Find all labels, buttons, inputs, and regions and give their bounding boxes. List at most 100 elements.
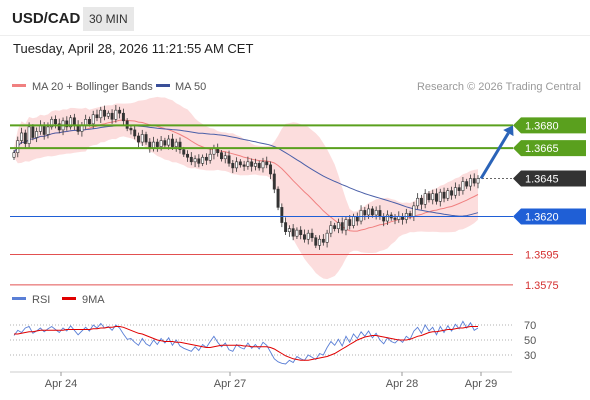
candle — [253, 158, 257, 171]
candle — [423, 189, 427, 209]
candle-body — [238, 161, 242, 166]
candle-body — [50, 119, 54, 128]
candle-body — [114, 109, 118, 120]
level-value: 1.3575 — [525, 280, 559, 292]
candle-body — [246, 161, 250, 167]
candle-body — [220, 152, 223, 160]
candle-body — [453, 187, 457, 196]
candle-body — [370, 208, 374, 216]
price-levels: 1.3680 1.3665 1.3645 1.3620 1.3595 1.3575 — [10, 117, 586, 292]
candle-body — [359, 210, 363, 222]
level-tag — [513, 208, 586, 225]
ma20-line — [13, 119, 479, 232]
candle — [114, 105, 118, 123]
level-value: 1.3645 — [525, 174, 559, 186]
candle — [427, 190, 431, 203]
candle — [450, 186, 454, 200]
candle — [302, 229, 306, 243]
candle — [204, 153, 208, 165]
candle-body — [20, 132, 24, 141]
candle — [231, 159, 235, 174]
candle — [461, 177, 465, 195]
candle-body — [321, 238, 325, 243]
candle — [27, 122, 31, 148]
rsi-line — [13, 320, 479, 365]
candle-body — [450, 190, 454, 196]
candle — [155, 138, 159, 152]
candle-body — [57, 123, 61, 131]
candle — [250, 158, 254, 172]
candle — [99, 106, 103, 123]
candle — [178, 137, 182, 154]
candle — [16, 136, 20, 158]
ma50-legend-label: MA 50 — [175, 81, 206, 93]
candle — [118, 106, 122, 119]
rsi-tick-label: 70 — [524, 320, 536, 332]
candle-body — [367, 208, 371, 216]
candle — [31, 124, 35, 141]
candle — [321, 234, 325, 246]
candle — [438, 188, 442, 207]
candle-body — [276, 188, 280, 208]
candle-body — [140, 134, 144, 143]
candle-body — [197, 158, 201, 164]
rsi-legend-swatch — [12, 297, 26, 300]
candle — [363, 207, 367, 221]
candle-body — [419, 197, 423, 205]
candle-body — [261, 161, 265, 169]
forecast-arrow-head — [503, 125, 514, 137]
candle — [472, 173, 476, 187]
candle-body — [227, 155, 231, 164]
candle-body — [423, 193, 427, 205]
candle-body — [325, 232, 329, 243]
candle-body — [348, 219, 352, 226]
candle-body — [91, 114, 95, 125]
candle-body — [121, 112, 125, 122]
candle — [95, 109, 99, 122]
candle-body — [318, 238, 322, 246]
level-value: 1.3665 — [525, 143, 559, 155]
candle — [193, 155, 197, 167]
candle-body — [27, 126, 31, 144]
candle-body — [186, 153, 190, 158]
candle-body — [272, 173, 276, 190]
candle-body — [163, 140, 167, 146]
candle — [318, 235, 322, 250]
candle — [140, 129, 144, 147]
candle-body — [12, 152, 16, 158]
ma20-legend-swatch — [12, 84, 26, 87]
candle-body — [95, 114, 99, 119]
candle — [295, 227, 299, 239]
candle — [265, 156, 269, 169]
candle — [348, 214, 352, 230]
candle — [370, 206, 374, 218]
price-level-1-3645: 1.3645 — [478, 170, 586, 187]
candle-body — [442, 191, 446, 199]
candle — [227, 150, 231, 167]
candle — [457, 184, 461, 196]
candle — [137, 132, 140, 148]
level-tag — [513, 170, 586, 187]
x-tick-label: Apr 29 — [465, 378, 497, 390]
candle — [385, 210, 389, 225]
candle — [299, 226, 303, 240]
candle-body — [170, 138, 174, 147]
candle-body — [476, 178, 480, 184]
level-tag — [513, 140, 586, 157]
rsi-legend-label: RSI — [32, 294, 50, 306]
forecast-arrow — [479, 125, 514, 180]
candle-body — [174, 141, 178, 147]
timeframe-button[interactable]: 30 MIN — [83, 7, 134, 31]
candle — [12, 149, 16, 160]
candle-body — [72, 117, 76, 126]
rsi-lines — [13, 320, 479, 365]
price-level-1-3595: 1.3595 — [10, 249, 559, 261]
candle-body — [427, 193, 431, 201]
candle — [325, 229, 329, 248]
candle-body — [314, 237, 318, 246]
level-value: 1.3620 — [525, 211, 559, 223]
candle — [269, 161, 272, 180]
candle — [465, 178, 469, 189]
candle-body — [103, 109, 107, 117]
candle — [103, 105, 107, 121]
